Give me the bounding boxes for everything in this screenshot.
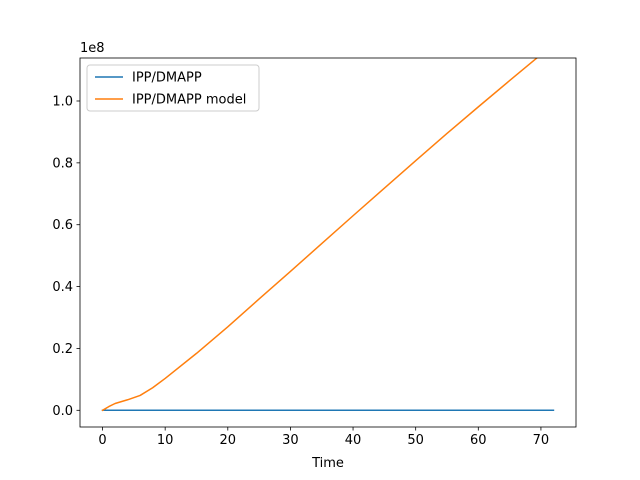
y-tick-label: 0.6 xyxy=(52,218,73,233)
legend-label: IPP/DMAPP model xyxy=(132,93,246,108)
plot-area xyxy=(101,58,555,412)
y-tick-label: 0.4 xyxy=(52,280,73,295)
x-tick-label: 30 xyxy=(282,433,299,448)
x-tick-label: 40 xyxy=(345,433,362,448)
legend-label: IPP/DMAPP xyxy=(132,71,202,86)
x-tick-label: 0 xyxy=(98,433,106,448)
x-tick-label: 10 xyxy=(157,433,174,448)
y-tick-label: 0.2 xyxy=(52,342,73,357)
y-scale-label: 1e8 xyxy=(80,41,105,56)
series-line-2 xyxy=(101,58,539,412)
y-tick-label: 1.0 xyxy=(52,94,73,109)
axes-frame xyxy=(79,57,577,428)
x-tick-label: 70 xyxy=(533,433,550,448)
y-tick-label: 0.0 xyxy=(52,404,73,419)
legend-box xyxy=(86,64,260,112)
legend: IPP/DMAPP IPP/DMAPP model xyxy=(86,64,260,112)
x-tick-label: 60 xyxy=(470,433,487,448)
axes: 0 10 20 30 40 50 60 70 0.0 0.2 0.4 0.6 0.8 1.0 xyxy=(52,57,577,448)
x-tick-label: 20 xyxy=(220,433,237,448)
x-axis-label: Time xyxy=(311,456,344,471)
y-tick-label: 0.8 xyxy=(52,156,73,171)
x-tick-label: 50 xyxy=(407,433,424,448)
